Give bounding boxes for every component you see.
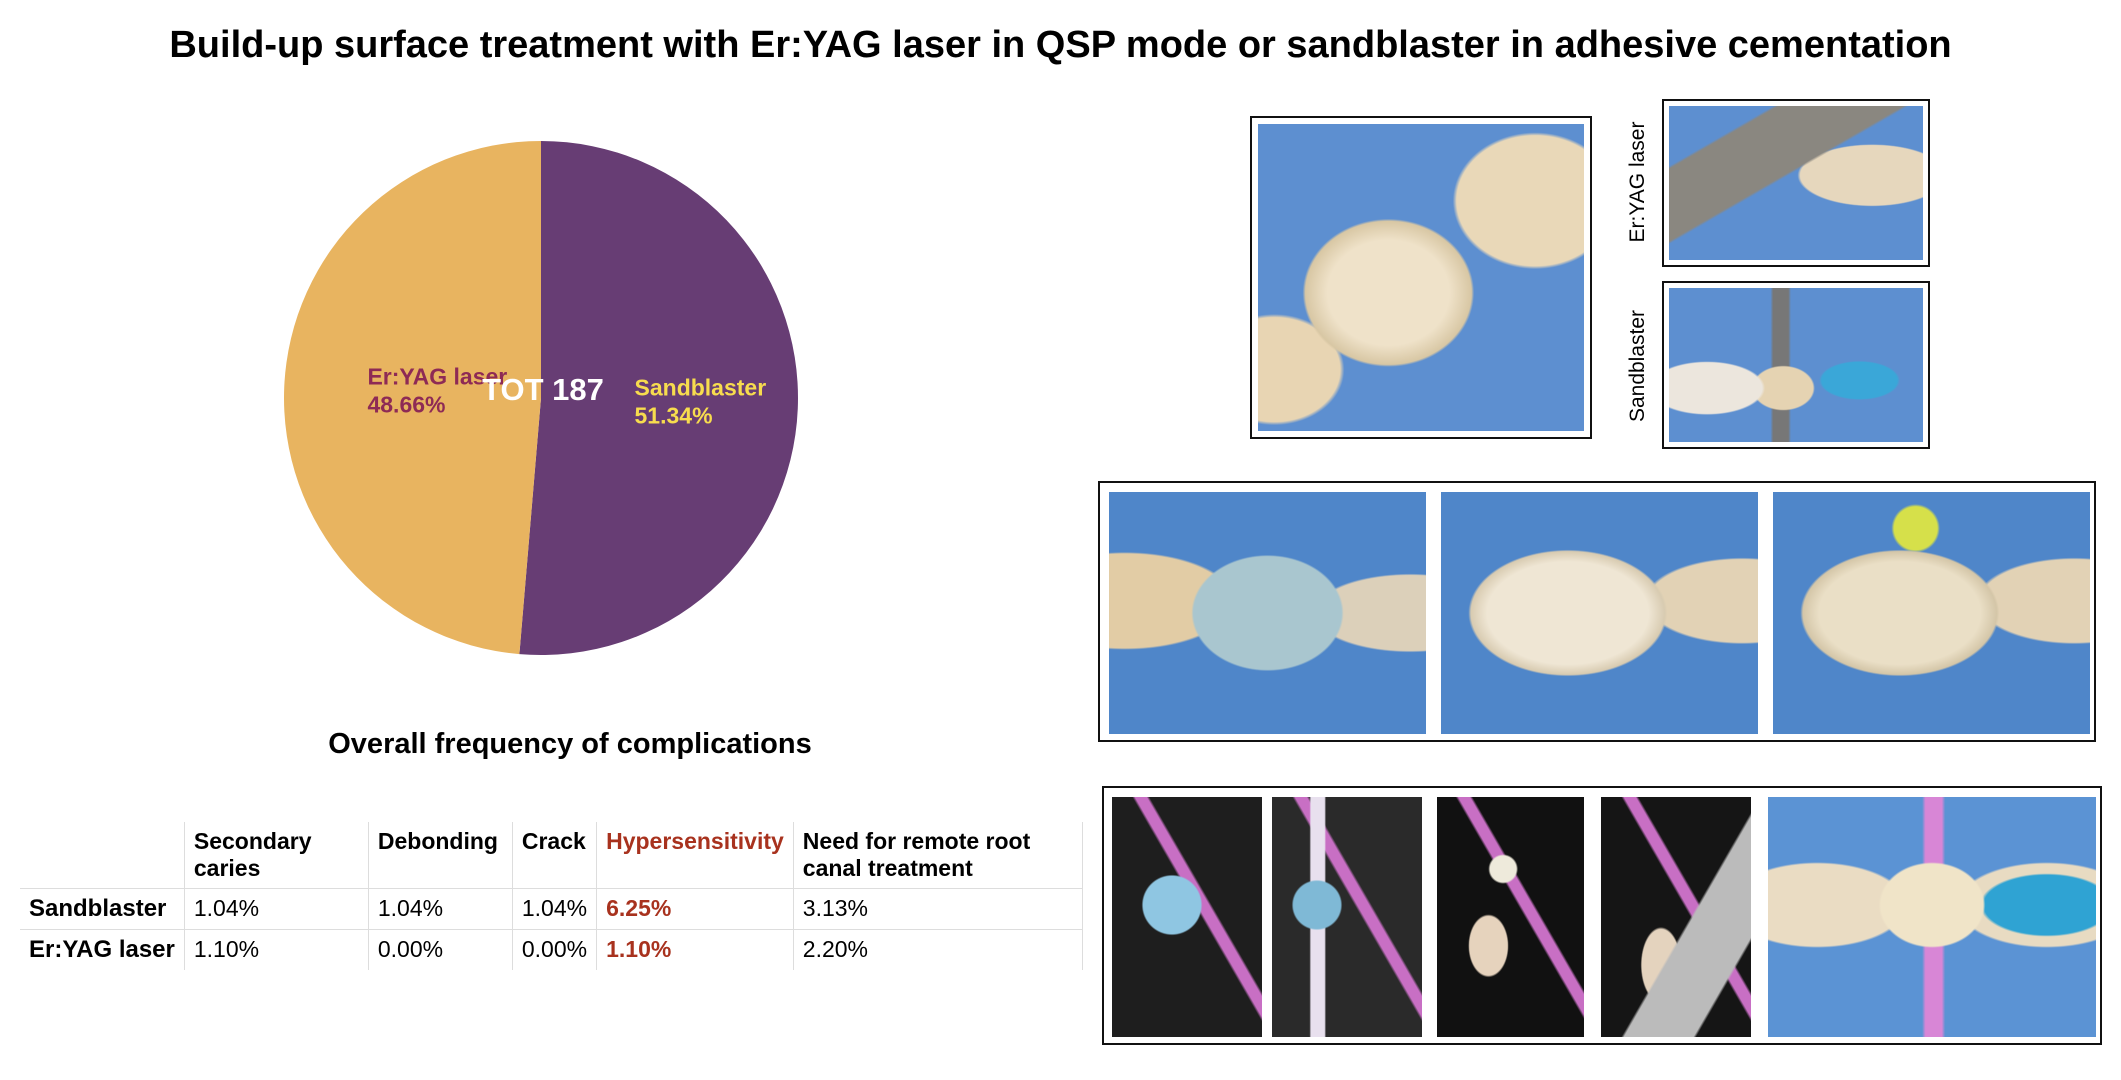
photo bbox=[1669, 106, 1923, 260]
row-header: Sandblaster bbox=[20, 888, 185, 930]
photo-label: Sandblaster bbox=[1626, 309, 1649, 423]
slice-label: Er:YAG laser bbox=[367, 363, 507, 389]
photo-frame bbox=[1098, 481, 2096, 742]
photo-frame bbox=[1662, 99, 1930, 267]
photo bbox=[1773, 492, 2090, 734]
column-header: Need for remote root canal treatment bbox=[793, 822, 1083, 889]
photo-label: Er:YAG laser bbox=[1626, 121, 1649, 243]
cell: 1.04% bbox=[184, 888, 369, 930]
cell: 0.00% bbox=[368, 929, 513, 970]
table-body: Sandblaster 1.04% 1.04% 1.04% 6.25% 3.13% Er:Y… bbox=[20, 888, 1083, 970]
center-label: TOT 187 bbox=[482, 372, 604, 407]
value-label: 51.34% bbox=[635, 403, 713, 429]
column-header: Secondary caries bbox=[184, 822, 369, 889]
photo-frame bbox=[1250, 116, 1592, 439]
photo bbox=[1768, 797, 2096, 1037]
pie-slice bbox=[283, 141, 541, 655]
photo bbox=[1109, 492, 1426, 734]
cell: 3.13% bbox=[793, 888, 1083, 930]
pie-slice bbox=[519, 141, 798, 655]
row-header: Er:YAG laser bbox=[20, 929, 185, 970]
photo bbox=[1112, 797, 1262, 1037]
photo bbox=[1258, 124, 1584, 431]
photo bbox=[1437, 797, 1584, 1037]
slice-label: Sandblaster bbox=[635, 375, 767, 401]
header-row: Secondary caries Debonding Crack Hypersensi… bbox=[20, 822, 1083, 889]
cell: 2.20% bbox=[793, 929, 1083, 970]
column-header: Crack bbox=[512, 822, 598, 889]
cell: 6.25% bbox=[596, 888, 794, 930]
column-header: Debonding bbox=[368, 822, 513, 889]
table-row: Sandblaster 1.04% 1.04% 1.04% 6.25% 3.13% bbox=[20, 888, 1083, 930]
value-label: 48.66% bbox=[367, 391, 445, 417]
cell: 1.10% bbox=[596, 929, 794, 970]
column-header: Hypersensitivity bbox=[596, 822, 794, 889]
complications-table: Secondary caries Debonding Crack Hypersensi… bbox=[20, 822, 1083, 970]
cell: 1.10% bbox=[184, 929, 369, 970]
table-title: Overall frequency of complications bbox=[328, 728, 812, 760]
cell: 1.04% bbox=[368, 888, 513, 930]
table-head: Secondary caries Debonding Crack Hypersensi… bbox=[20, 822, 1083, 889]
photo bbox=[1601, 797, 1751, 1037]
photo bbox=[1669, 288, 1923, 442]
photo-frame bbox=[1662, 281, 1930, 449]
title: Build-up surface treatment with Er:YAG l… bbox=[169, 24, 1952, 66]
photo bbox=[1441, 492, 1758, 734]
corner-cell bbox=[20, 822, 185, 889]
table-row: Er:YAG laser 1.10% 0.00% 0.00% 1.10% 2.20% bbox=[20, 929, 1083, 970]
photo bbox=[1272, 797, 1422, 1037]
cell: 0.00% bbox=[512, 929, 598, 970]
photo-frame bbox=[1102, 786, 2102, 1045]
cell: 1.04% bbox=[512, 888, 598, 930]
